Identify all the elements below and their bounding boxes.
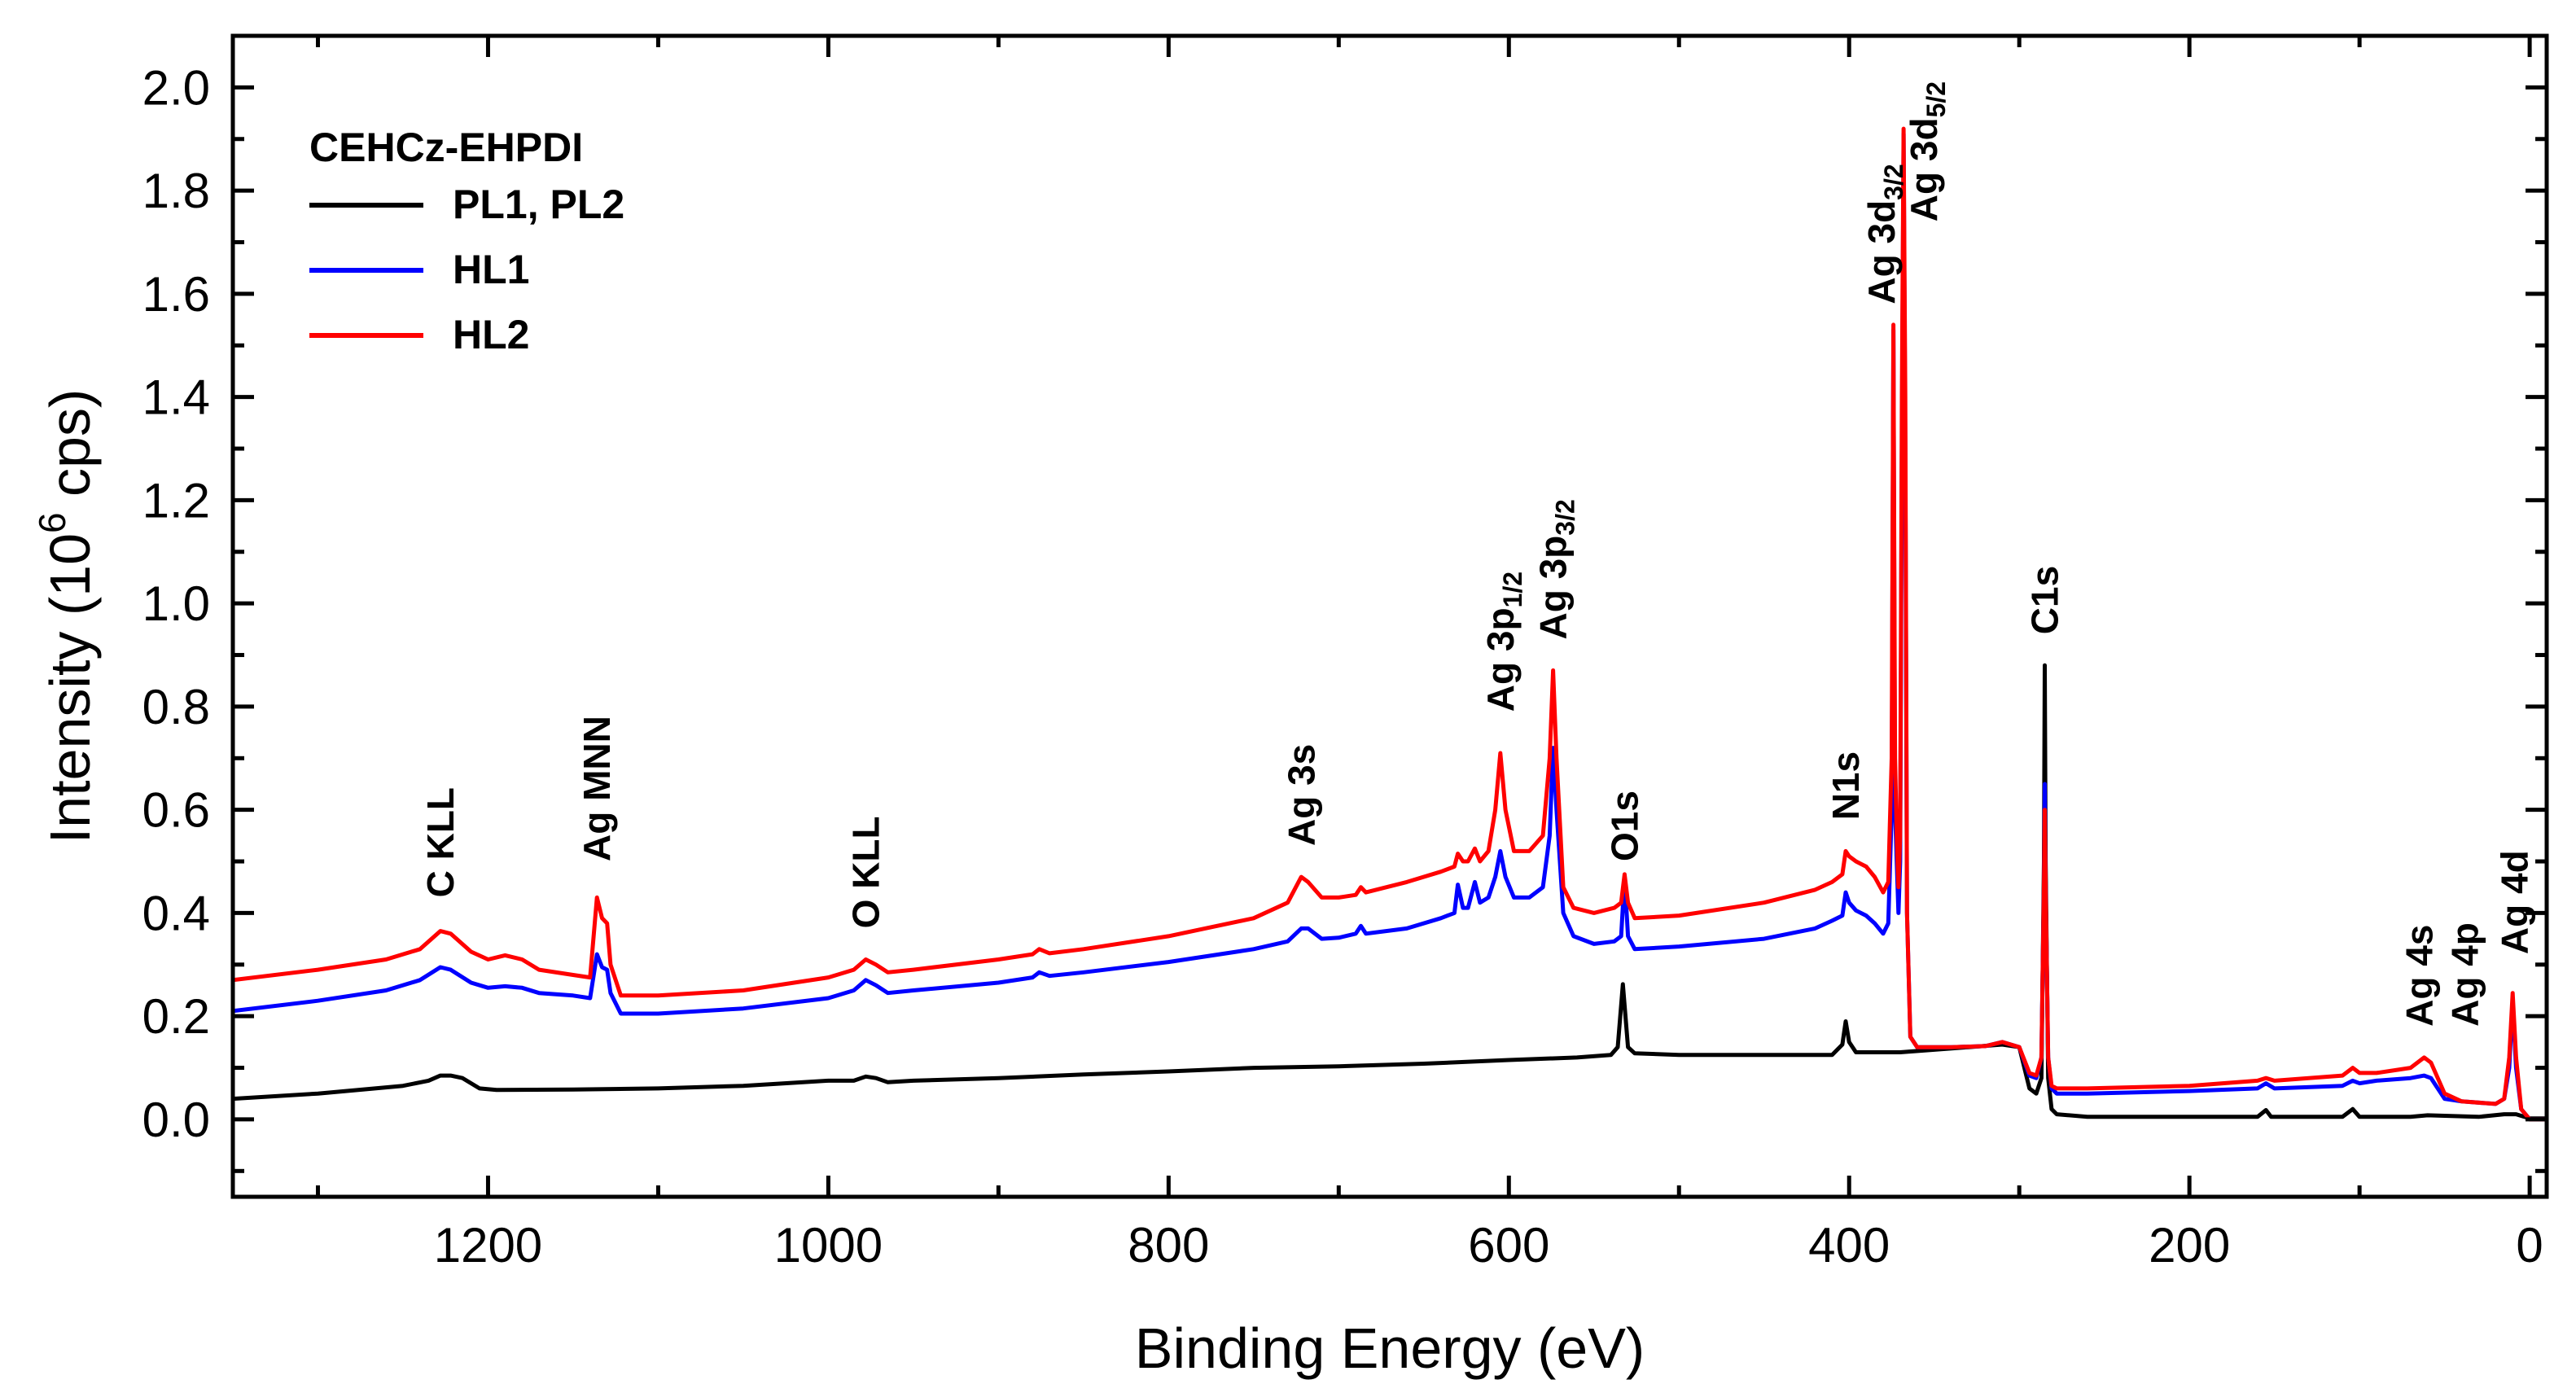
- x-tick-label: 0: [2516, 1218, 2543, 1273]
- series-line-pl1-pl2: [233, 663, 2547, 1121]
- x-tick-label: 200: [2149, 1218, 2230, 1273]
- plot-area: [233, 126, 2547, 1122]
- annotation-ag-3d-3-2: Ag 3d3/2: [1860, 164, 1908, 304]
- y-tick-label: 1.2: [142, 473, 210, 528]
- annotation-n1s: N1s: [1825, 751, 1867, 820]
- y-tick-label: 0.4: [142, 886, 210, 940]
- y-tick-label: 0.2: [142, 989, 210, 1044]
- annotation-ag-3s: Ag 3s: [1280, 744, 1322, 846]
- y-tick-label: 0.8: [142, 680, 210, 734]
- y-axis-title: Intensity (106 cps): [31, 389, 102, 844]
- annotation-c-kll: C KLL: [419, 787, 462, 897]
- x-tick-label: 1000: [774, 1218, 883, 1273]
- annotation-c1s: C1s: [2024, 566, 2066, 634]
- annotation-ag-3p-3-2: Ag 3p3/2: [1532, 499, 1580, 639]
- legend-label-pl1-pl2: PL1, PL2: [453, 182, 624, 227]
- y-tick-label: 2.0: [142, 60, 210, 115]
- annotation-ag-4p: Ag 4p: [2444, 922, 2486, 1027]
- x-tick-label: 400: [1808, 1218, 1890, 1273]
- y-tick-label: 0.6: [142, 783, 210, 838]
- annotation-o1s: O1s: [1603, 791, 1645, 861]
- plot-frame: [230, 33, 2549, 1199]
- x-axis-title: Binding Energy (eV): [1135, 1316, 1645, 1380]
- annotation-ag-3d-5-2: Ag 3d5/2: [1903, 81, 1951, 221]
- y-tick-label: 1.4: [142, 370, 210, 425]
- annotation-ag-4s: Ag 4s: [2398, 925, 2440, 1027]
- x-tick-label: 1200: [434, 1218, 542, 1273]
- legend-label-hl1: HL1: [453, 247, 529, 292]
- x-tick-label: 800: [1128, 1218, 1209, 1273]
- axes: 1200 1000 800 600 400 200 0 0.0 0.2 0.4 0.6 0.8 1.0 1…: [31, 33, 2549, 1380]
- annotation-o-kll: O KLL: [844, 816, 887, 928]
- x-tick-label: 600: [1468, 1218, 1549, 1273]
- legend: CEHCz-EHPDI PL1, PL2 HL1 HL2: [309, 125, 624, 357]
- series-line-hl1: [233, 131, 2547, 1122]
- annotation-ag-3p-1-2: Ag 3p1/2: [1479, 572, 1527, 712]
- peak-annotations: C KLL Ag MNN O KLL Ag 3s Ag 3p1/2 Ag 3p3/2 O1s…: [419, 81, 2535, 1027]
- y-tick-label: 0.0: [142, 1093, 210, 1147]
- annotation-ag-4d: Ag 4d: [2493, 850, 2535, 954]
- y-tick-label: 1.8: [142, 164, 210, 218]
- series-line-hl2: [233, 126, 2547, 1122]
- annotation-ag-mnn: Ag MNN: [576, 716, 618, 861]
- legend-title: CEHCz-EHPDI: [309, 125, 583, 170]
- y-tick-label: 1.6: [142, 267, 210, 322]
- legend-label-hl2: HL2: [453, 312, 529, 357]
- y-tick-label: 1.0: [142, 576, 210, 631]
